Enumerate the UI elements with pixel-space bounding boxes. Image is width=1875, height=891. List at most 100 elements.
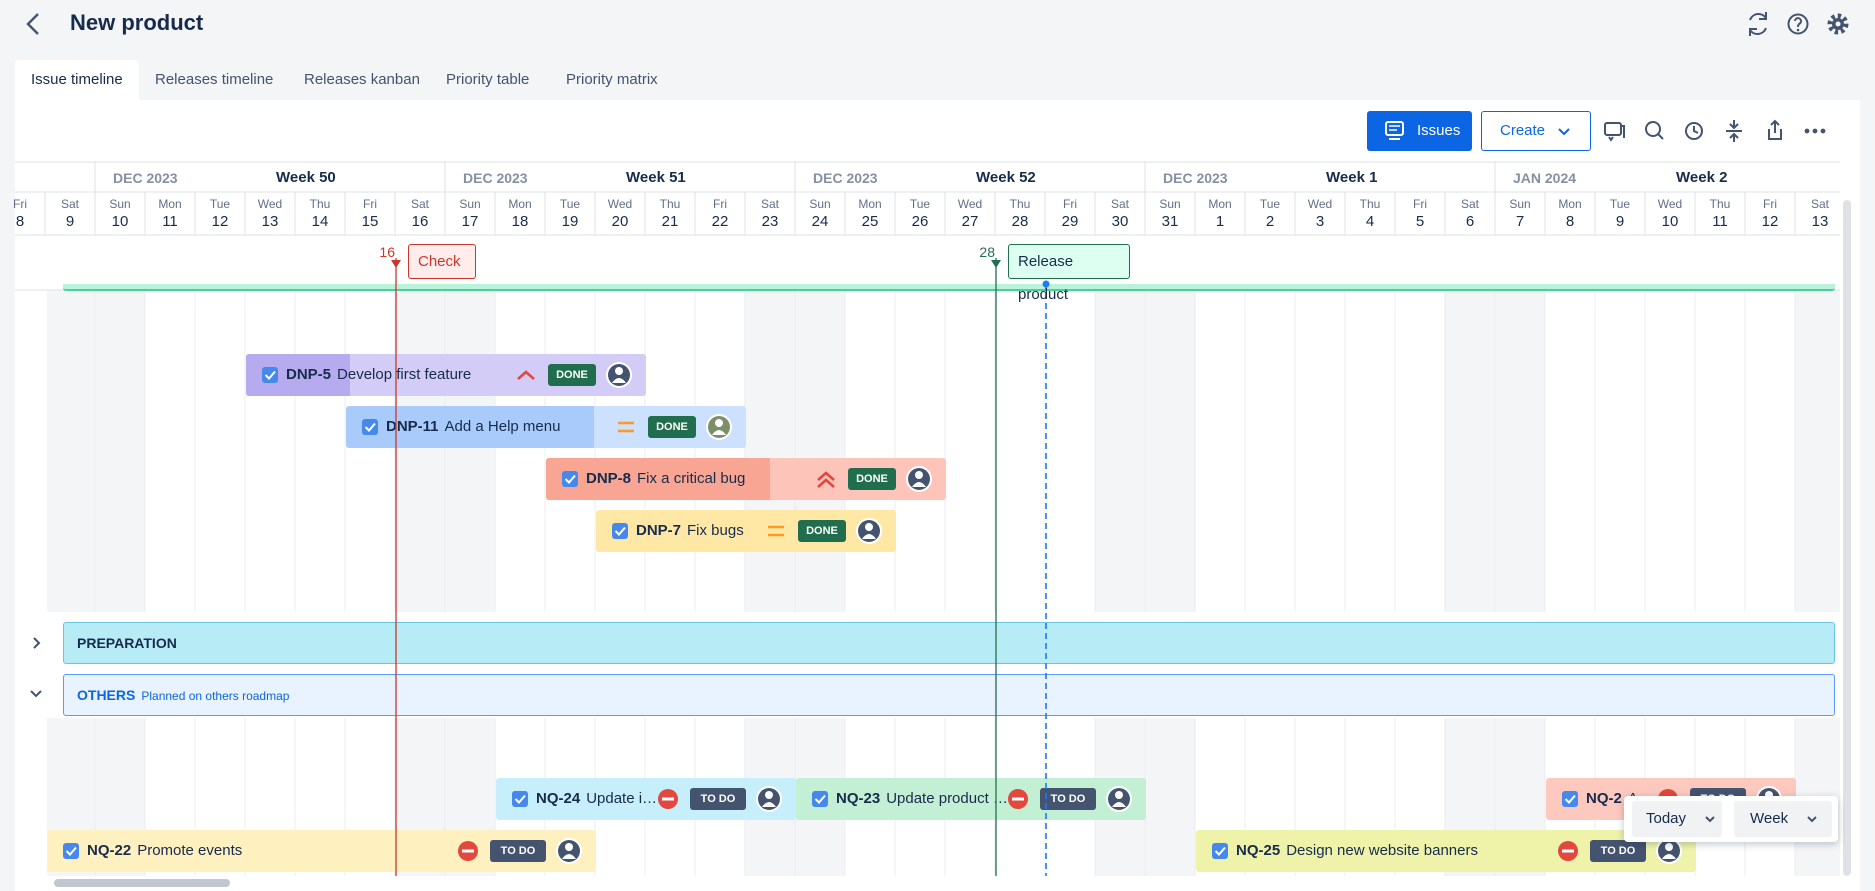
weekday: Wed bbox=[257, 197, 283, 211]
issue-key: NQ-2 bbox=[1586, 790, 1622, 807]
priority-bar bbox=[1562, 849, 1574, 853]
status-lozenge: TO DO bbox=[690, 788, 746, 810]
checkbox-tick bbox=[614, 526, 626, 536]
week-month: DEC 2023 bbox=[1163, 170, 1228, 186]
day-number: 7 bbox=[1515, 213, 1525, 230]
issue-icons bbox=[63, 838, 582, 864]
weekend-shade bbox=[1795, 290, 1840, 612]
checkbox-tick bbox=[1214, 846, 1226, 856]
day-number: 13 bbox=[261, 213, 279, 230]
issue-key: DNP-8 bbox=[586, 470, 632, 487]
weekday: Fri bbox=[13, 197, 27, 211]
status-lozenge: DONE bbox=[798, 520, 846, 542]
tab[interactable]: Releases kanban bbox=[304, 71, 420, 88]
help-button[interactable] bbox=[1787, 13, 1809, 35]
weekday: Mon bbox=[1208, 197, 1232, 211]
settings-button[interactable] bbox=[1827, 13, 1849, 35]
avatar-head bbox=[1115, 791, 1123, 799]
create-button[interactable]: Create bbox=[1481, 111, 1591, 151]
checkbox-icon bbox=[362, 419, 378, 435]
weekday: Tue bbox=[909, 197, 931, 211]
issues-label: Issues bbox=[1417, 122, 1461, 139]
refresh-button[interactable] bbox=[1749, 12, 1767, 36]
day-number: 12 bbox=[1761, 213, 1779, 230]
scale-button[interactable]: Week bbox=[1734, 801, 1832, 837]
control-chevrons bbox=[1705, 816, 1817, 823]
day-number: 22 bbox=[711, 213, 729, 230]
weekday: Mon bbox=[1558, 197, 1582, 211]
weekday: Mon bbox=[508, 197, 532, 211]
week-label: Week 2 bbox=[1676, 169, 1728, 186]
weekend-shade bbox=[395, 290, 445, 612]
marker-date: 16 bbox=[379, 244, 395, 260]
day-number: 23 bbox=[761, 213, 779, 230]
priority-icon bbox=[618, 421, 634, 433]
issue-key: NQ-22 bbox=[87, 842, 132, 859]
day-number: 6 bbox=[1465, 213, 1475, 230]
issue-bar[interactable]: DNP-8 Fix a critical bug DONE bbox=[546, 458, 946, 500]
week-label: Week 1 bbox=[1326, 169, 1378, 186]
weekday: Thu bbox=[659, 197, 681, 211]
checkbox-icon bbox=[812, 791, 828, 807]
day-number: 3 bbox=[1315, 213, 1325, 230]
avatar-head bbox=[565, 843, 573, 851]
issue-bar[interactable]: NQ-23 Update product … TO DO bbox=[796, 778, 1146, 820]
week-label: Week 50 bbox=[276, 169, 336, 186]
weekday: Sun bbox=[1509, 197, 1531, 211]
weekday: Fri bbox=[1763, 197, 1777, 211]
checkbox-tick bbox=[65, 846, 77, 856]
issue-key: NQ-24 bbox=[536, 790, 581, 807]
week-month: DEC 2023 bbox=[113, 170, 178, 186]
weekday: Sat bbox=[60, 197, 79, 211]
day-number: 25 bbox=[861, 213, 879, 230]
day-number: 27 bbox=[961, 213, 979, 230]
issue-icons bbox=[512, 786, 782, 812]
issue-bar[interactable]: NQ-25 Design new website banners TO DO bbox=[1196, 830, 1696, 872]
tab[interactable]: Priority matrix bbox=[566, 71, 658, 88]
tab[interactable]: Priority table bbox=[446, 71, 530, 88]
h-scroll-thumb[interactable] bbox=[54, 879, 230, 887]
avatar-head bbox=[715, 419, 723, 427]
weekend-shade bbox=[95, 290, 145, 612]
weekday: Thu bbox=[1709, 197, 1731, 211]
weekday: Mon bbox=[158, 197, 182, 211]
issue-icons bbox=[362, 414, 732, 440]
tab[interactable]: Issue timeline bbox=[15, 60, 139, 100]
priority-icon bbox=[517, 370, 535, 380]
priority-icon bbox=[817, 471, 835, 488]
issue-bar[interactable]: NQ-22 Promote events TO DO bbox=[47, 830, 596, 872]
day-number: 12 bbox=[211, 213, 229, 230]
status-lozenge: DONE bbox=[548, 364, 596, 386]
avatar-head bbox=[615, 367, 623, 375]
group-bar[interactable]: PREPARATION bbox=[63, 622, 1835, 664]
issue-bar[interactable]: NQ-24 Update i… TO DO bbox=[496, 778, 796, 820]
weekend-shade bbox=[1095, 290, 1145, 612]
issues-button[interactable]: Issues bbox=[1367, 111, 1472, 151]
issue-text: NQ-24 Update i… bbox=[536, 790, 657, 807]
create-label: Create bbox=[1500, 122, 1546, 139]
weekday: Sat bbox=[1110, 197, 1129, 211]
avatar-body bbox=[562, 854, 576, 859]
avatar-body bbox=[862, 534, 876, 539]
issue-bar[interactable]: DNP-5 Develop first feature DONE bbox=[246, 354, 646, 396]
checkbox-icon bbox=[63, 843, 79, 859]
issue-bar[interactable]: DNP-7 Fix bugs DONE bbox=[596, 510, 896, 552]
weekday: Thu bbox=[1359, 197, 1381, 211]
header-icons bbox=[26, 12, 1849, 36]
back-button[interactable] bbox=[26, 13, 39, 35]
marker-label[interactable]: Check bbox=[408, 244, 476, 279]
checkbox-tick bbox=[514, 794, 526, 804]
v-scroll-thumb[interactable] bbox=[1843, 200, 1851, 876]
issue-summary: Fix bugs bbox=[687, 522, 744, 539]
marker-label[interactable]: Release product bbox=[1008, 244, 1130, 303]
avatar-head bbox=[1665, 843, 1673, 851]
tab[interactable]: Releases timeline bbox=[155, 71, 274, 88]
day-number: 19 bbox=[561, 213, 579, 230]
day-number: 11 bbox=[1712, 213, 1728, 230]
group-bar[interactable]: OTHERS Planned on others roadmap bbox=[63, 674, 1835, 716]
day-number: 9 bbox=[65, 213, 75, 230]
issue-key: DNP-11 bbox=[386, 418, 439, 435]
issue-bar[interactable]: DNP-11 Add a Help menu DONE bbox=[346, 406, 746, 448]
weekend-shade bbox=[1445, 290, 1495, 612]
